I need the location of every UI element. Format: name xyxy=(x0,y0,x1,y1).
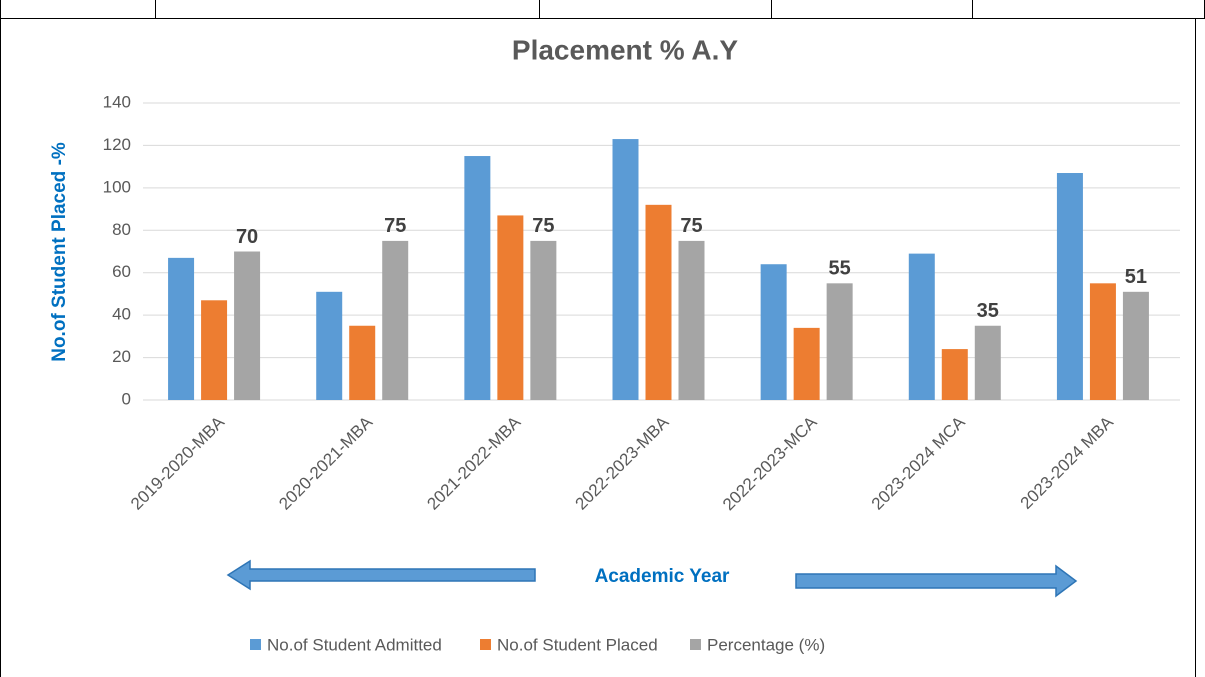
bar xyxy=(201,300,228,400)
data-label: 75 xyxy=(384,215,406,237)
legend-label: No.of Student Admitted xyxy=(267,635,442,654)
data-label: 75 xyxy=(680,215,702,237)
bar xyxy=(974,325,1001,400)
legend-swatch xyxy=(250,639,261,650)
x-tick-label: 2020-2021-MBA xyxy=(275,412,376,513)
x-tick-label: 2021-2022-MBA xyxy=(423,412,524,513)
y-tick-label: 20 xyxy=(112,347,131,366)
legend-swatch xyxy=(480,639,491,650)
bar xyxy=(1089,283,1116,400)
bar xyxy=(941,349,968,400)
legend-label: Percentage (%) xyxy=(707,635,825,654)
y-tick-label: 60 xyxy=(112,262,131,281)
bar xyxy=(760,264,787,400)
bar xyxy=(1122,291,1149,400)
data-label: 51 xyxy=(1125,266,1147,288)
bar xyxy=(234,251,261,400)
x-tick-label: 2023-2024 MBA xyxy=(1017,412,1118,513)
bar xyxy=(826,283,853,400)
legend-label: No.of Student Placed xyxy=(497,635,658,654)
y-axis-label: No.of Student Placed -% xyxy=(49,142,70,362)
x-axis-label: Academic Year xyxy=(595,566,730,587)
bar xyxy=(530,240,557,400)
chart-title: Placement % A.Y xyxy=(512,34,738,65)
bar xyxy=(316,291,343,400)
arrows xyxy=(226,559,1078,598)
bar xyxy=(382,240,409,400)
x-tick-label: 2019-2020-MBA xyxy=(127,412,228,513)
bar xyxy=(168,257,195,400)
data-label: 35 xyxy=(977,300,999,322)
bar xyxy=(349,325,376,400)
y-tick-label: 140 xyxy=(103,92,131,111)
bar xyxy=(497,215,524,400)
bar xyxy=(908,253,935,400)
bar xyxy=(793,327,820,400)
bar xyxy=(464,156,491,400)
y-tick-label: 0 xyxy=(122,389,131,408)
bar xyxy=(678,240,705,400)
bar xyxy=(645,204,672,400)
y-tick-label: 80 xyxy=(112,220,131,239)
y-tick-label: 40 xyxy=(112,305,131,324)
bar xyxy=(612,139,639,401)
x-tick-label: 2022-2023-MCA xyxy=(719,412,821,514)
data-label: 75 xyxy=(532,215,554,237)
data-label: 55 xyxy=(829,258,851,280)
bar xyxy=(1056,173,1083,400)
y-tick-label: 120 xyxy=(103,135,131,154)
legend-swatch xyxy=(690,639,701,650)
x-tick-label: 2022-2023-MBA xyxy=(572,412,673,513)
y-tick-label: 100 xyxy=(103,177,131,196)
x-tick-label: 2023-2024 MCA xyxy=(868,412,969,513)
data-label: 70 xyxy=(236,226,258,248)
